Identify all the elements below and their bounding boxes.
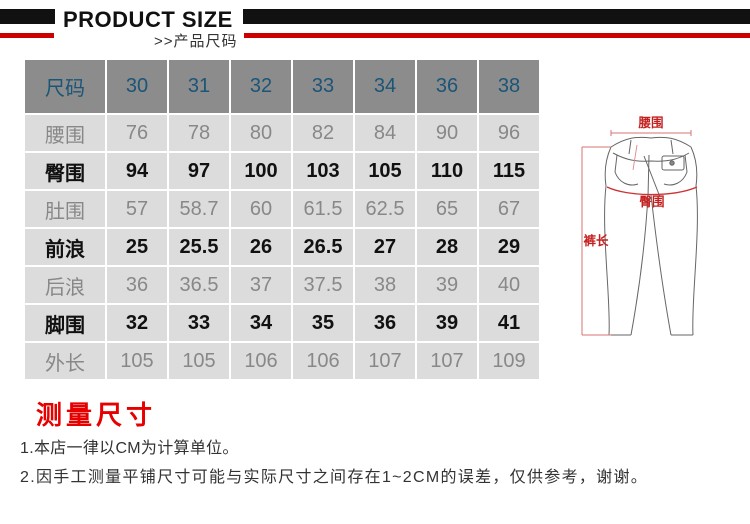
svg-text:腰围: 腰围 bbox=[637, 115, 663, 130]
svg-text:臀围: 臀围 bbox=[639, 194, 664, 209]
svg-text:裤长: 裤长 bbox=[583, 233, 609, 248]
